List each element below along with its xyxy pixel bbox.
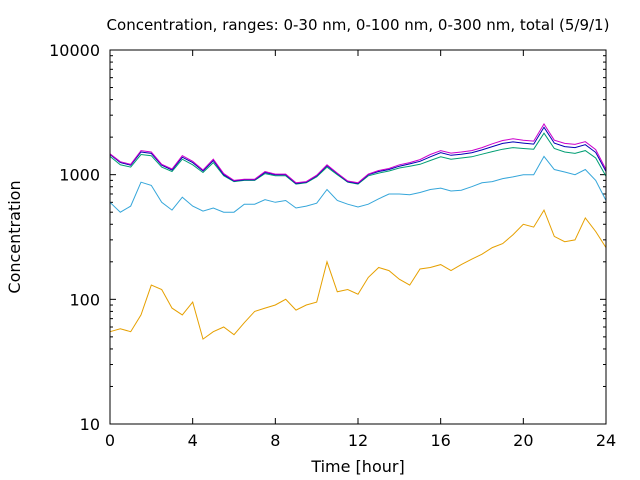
x-tick-label: 12 (348, 431, 368, 450)
axis-ticks: 0 4 8 12 16 20 24 10 100 1000 10000 (49, 41, 616, 450)
series-line-1 (109, 208, 607, 340)
y-tick-label: 100 (69, 290, 100, 309)
series-line-3 (109, 132, 607, 185)
series-line-5 (109, 123, 607, 184)
x-tick-label: 16 (430, 431, 450, 450)
series-lines (109, 123, 607, 340)
y-tick-label: 1000 (59, 166, 100, 185)
series-line-4 (109, 126, 607, 185)
y-tick-label: 10000 (49, 41, 100, 60)
x-axis-title: Time [hour] (310, 457, 404, 476)
chart-title: Concentration, ranges: 0-30 nm, 0-100 nm… (107, 16, 610, 34)
x-tick-label: 20 (513, 431, 533, 450)
x-tick-label: 24 (596, 431, 616, 450)
y-tick-label: 10 (80, 415, 100, 434)
x-tick-label: 4 (188, 431, 198, 450)
y-axis-title: Concentration (5, 180, 24, 293)
plot-frame (109, 49, 607, 425)
x-tick-label: 8 (270, 431, 280, 450)
x-tick-label: 0 (105, 431, 115, 450)
series-line-2 (109, 155, 607, 213)
